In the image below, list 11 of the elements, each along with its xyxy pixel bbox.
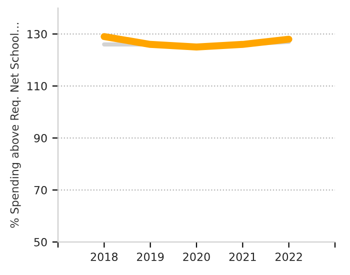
y-tick-label: 90	[34, 134, 47, 142]
x-tick-label: 2022	[276, 252, 302, 262]
y-tick-label: 110	[28, 82, 47, 90]
y-tick-label: 50	[34, 238, 47, 246]
y-tick-label: 70	[34, 186, 47, 194]
x-tick-label: 2020	[183, 252, 210, 262]
x-tick-label: 2019	[137, 252, 164, 262]
x-tick-label: 2021	[229, 252, 256, 262]
x-tick-label: 2018	[90, 252, 118, 262]
y-axis-title: % Spending above Req. Net School…	[10, 22, 21, 228]
y-tick-label: 130	[28, 30, 47, 38]
